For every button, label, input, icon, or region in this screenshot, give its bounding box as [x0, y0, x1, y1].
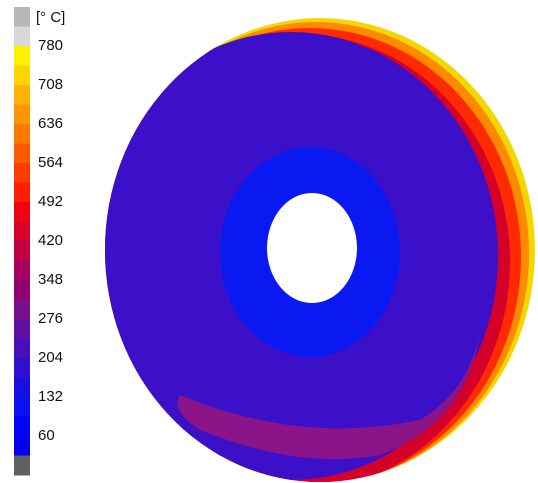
legend-label: 636	[38, 115, 63, 132]
color-segment	[14, 261, 30, 281]
legend-label: 60	[38, 427, 55, 444]
color-segment	[14, 280, 30, 300]
color-segment	[14, 456, 30, 476]
legend-label: 204	[38, 349, 63, 366]
color-segment	[14, 183, 30, 203]
legend-label: 420	[38, 232, 63, 249]
legend-label: 780	[38, 37, 63, 54]
color-segment	[14, 124, 30, 144]
color-segment	[14, 241, 30, 261]
color-segment	[14, 358, 30, 378]
color-segment	[14, 378, 30, 398]
color-segment	[14, 163, 30, 183]
legend-label: 276	[38, 310, 63, 327]
color-segment	[14, 66, 30, 86]
disk-contour	[84, 18, 535, 483]
color-segment	[14, 339, 30, 359]
color-segment	[14, 144, 30, 164]
legend-labels: 780 708 636 564 492 420 348 276 204 132 60	[38, 37, 63, 444]
color-segment	[14, 7, 30, 27]
color-segment	[14, 222, 30, 242]
color-segment	[14, 46, 30, 66]
legend-label: 708	[38, 76, 63, 93]
legend-label: 132	[38, 388, 63, 405]
color-segment	[14, 417, 30, 437]
legend-unit: [° C]	[36, 9, 65, 26]
color-segment	[14, 300, 30, 320]
color-segment	[14, 202, 30, 222]
color-segment	[14, 397, 30, 417]
color-segment	[14, 27, 30, 47]
legend-label: 348	[38, 271, 63, 288]
color-bar	[14, 7, 30, 476]
color-segment	[14, 436, 30, 456]
color-segment	[14, 105, 30, 125]
color-segment	[14, 85, 30, 105]
legend-label: 564	[38, 154, 63, 171]
bore	[267, 193, 357, 303]
color-segment	[14, 319, 30, 339]
legend-label: 492	[38, 193, 63, 210]
thermal-figure: [° C] 780 708 636 564 492 420 348 276 204 132 60	[0, 0, 538, 483]
